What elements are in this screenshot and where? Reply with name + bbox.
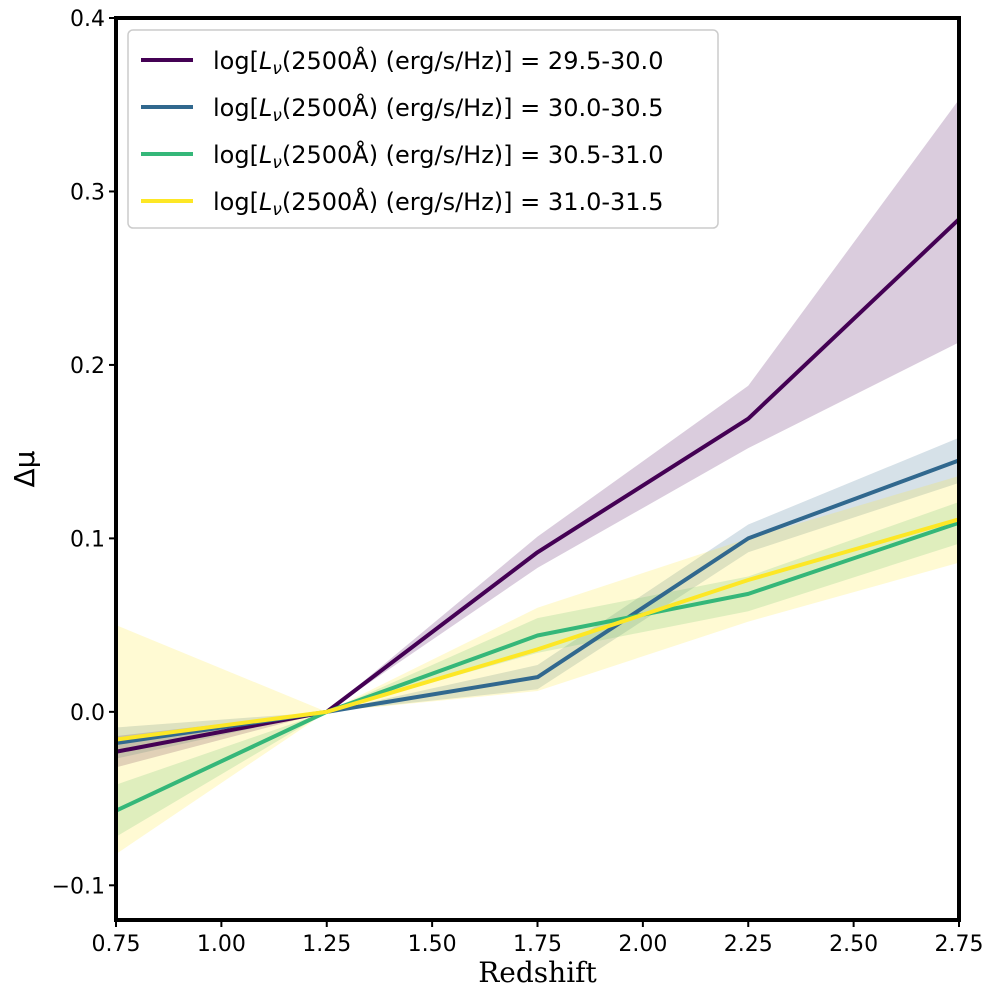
confidence-band-4 — [116, 475, 959, 855]
legend-label-4: log[Lν(2500Å) (erg/s/Hz)] = 31.0-31.5 — [213, 187, 663, 220]
legend-label-2: log[Lν(2500Å) (erg/s/Hz)] = 30.0-30.5 — [213, 93, 663, 126]
series-line-4 — [115, 517, 960, 742]
series-line-3 — [115, 520, 960, 813]
x-tick-label: 1.75 — [513, 932, 562, 957]
y-tick-label: 0.4 — [70, 7, 105, 32]
confidence-band-3 — [116, 501, 959, 837]
series-line-1 — [115, 217, 961, 754]
x-tick-label: 2.50 — [829, 932, 878, 957]
x-tick-label: 1.00 — [197, 932, 246, 957]
series-lines — [115, 217, 961, 813]
legend-box — [127, 29, 719, 229]
x-tick-label: 2.00 — [618, 932, 667, 957]
x-axis-title: Redshift — [478, 956, 597, 989]
legend-label-3: log[Lν(2500Å) (erg/s/Hz)] = 30.5-31.0 — [213, 140, 663, 173]
y-tick-label: 0.3 — [70, 180, 105, 205]
x-tick-label: 2.75 — [935, 932, 984, 957]
x-tick-label: 2.25 — [724, 932, 773, 957]
y-tick-label: 0.0 — [70, 701, 105, 726]
y-axis-ticks: −0.1 0.0 0.1 0.2 0.3 0.4 — [52, 7, 116, 899]
y-axis-title: Δμ — [8, 450, 41, 487]
x-tick-label: 0.75 — [92, 932, 141, 957]
x-tick-label: 1.50 — [408, 932, 457, 957]
y-tick-label: −0.1 — [52, 874, 105, 899]
x-axis-ticks: 0.75 1.00 1.25 1.50 1.75 2.00 2.25 2.50 2.75 — [92, 920, 984, 957]
legend: log[Lν(2500Å) (erg/s/Hz)] = 29.5-30.0 log… — [127, 29, 719, 229]
legend-label-1: log[Lν(2500Å) (erg/s/Hz)] = 29.5-30.0 — [213, 46, 663, 79]
x-tick-label: 1.25 — [302, 932, 351, 957]
y-tick-label: 0.2 — [70, 354, 105, 379]
y-tick-label: 0.1 — [70, 527, 105, 552]
